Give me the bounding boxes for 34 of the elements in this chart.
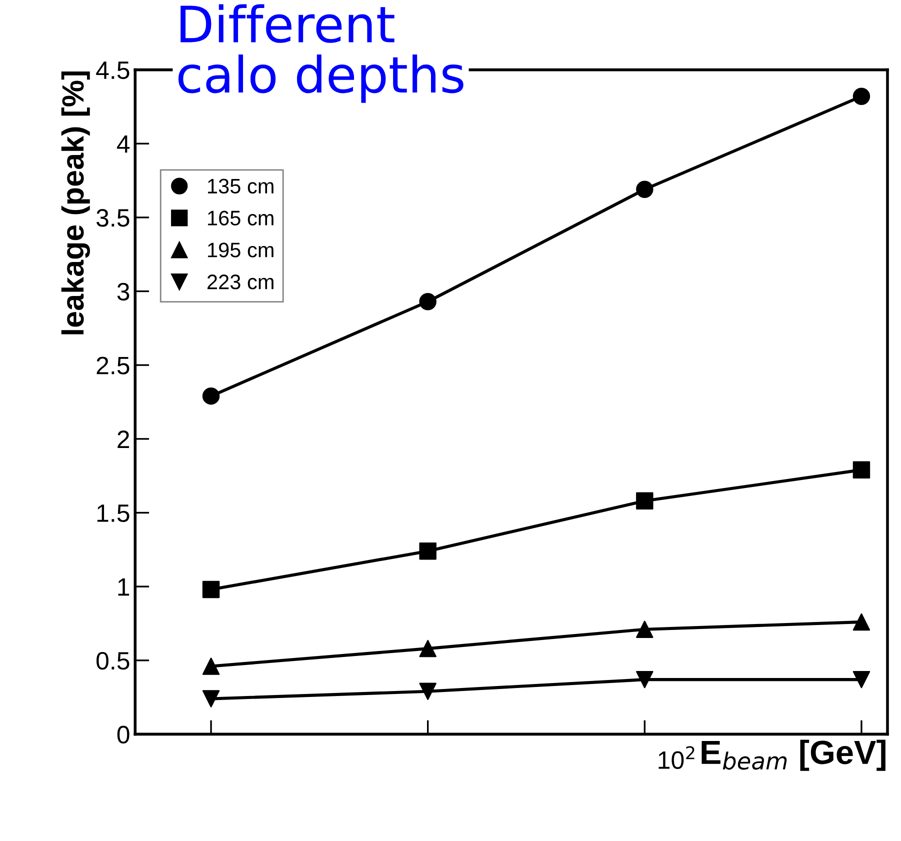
point (419, 640, 436, 658)
point (419, 682, 436, 700)
y-tick-label: 2.5 (96, 356, 130, 374)
legend-label: 195 cm (208, 242, 274, 258)
point (419, 292, 436, 310)
y-tick-label: 0.5 (96, 652, 130, 670)
y-tick-label: 4.5 (96, 62, 130, 80)
legend-label: 165 cm (208, 210, 274, 226)
point (202, 690, 220, 708)
y-tick-label: 4 (116, 135, 130, 153)
point (419, 542, 436, 560)
point (852, 88, 870, 105)
y-tick-label: 2 (118, 430, 130, 448)
annotation: Different calo depths (178, 4, 464, 103)
legend-label: 223 cm (207, 274, 274, 290)
point (852, 613, 870, 631)
y-tick-label: 0 (117, 726, 130, 744)
point (636, 620, 654, 638)
point (202, 658, 220, 675)
y-axis-title: leakage (peak) [%] (61, 71, 90, 334)
point (636, 180, 654, 198)
point (202, 580, 220, 598)
y-tick-label: 3 (117, 282, 130, 301)
x-axis-title: E$_{beam}$ [GeV] (702, 740, 886, 771)
y-tick-label: 1 (118, 578, 130, 596)
point (636, 670, 654, 688)
legend-label: 135 cm (208, 178, 274, 194)
point (852, 461, 870, 479)
text: 10$^{2}$ (658, 746, 694, 769)
point (852, 670, 870, 688)
y-tick-label: 3.5 (96, 209, 130, 227)
point (636, 492, 654, 510)
point (202, 387, 220, 405)
y-tick-label: 1.5 (97, 504, 130, 522)
